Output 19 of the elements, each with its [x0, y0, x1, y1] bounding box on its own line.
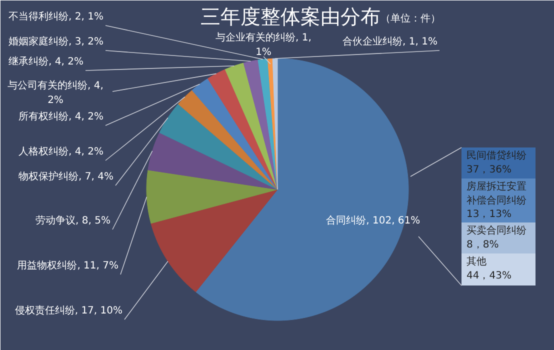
slice-label: 人格权纠纷, 4, 2%: [18, 146, 104, 158]
slice-label: 与企业有关的纠纷, 1, 1%: [216, 32, 312, 58]
chart-subtitle: （单位：件）: [380, 12, 440, 24]
slice-label: 用益物权纠纷, 11, 7%: [17, 260, 119, 272]
slice-label: 劳动争议, 8, 5%: [36, 214, 111, 226]
text: 买卖合同纠纷 8，8%: [466, 224, 526, 250]
text: 房屋拆迁安置补偿合同纠纷 13，13%: [466, 180, 526, 220]
chart-title: 三年度整体案由分布: [200, 4, 380, 28]
slice-label: 物权保护纠纷, 7, 4%: [18, 170, 114, 182]
slice-label: 婚姻家庭纠纷, 3, 2%: [8, 36, 104, 48]
slice-label: 与公司有关的纠纷, 4, 2%: [8, 80, 104, 106]
slice-label: 合同纠纷, 102, 61%: [326, 214, 420, 226]
slice-label: 继承纠纷, 4, 2%: [8, 56, 84, 68]
slice-label: 不当得利纠纷, 2, 1%: [8, 10, 104, 22]
slice-label: 合伙企业纠纷, 1, 1%: [342, 36, 438, 48]
slice-label: 侵权责任纠纷, 17, 10%: [14, 304, 123, 316]
text: 民间借贷纠纷 37，36%: [466, 150, 526, 176]
slice-label: 所有权纠纷, 4, 2%: [18, 110, 104, 122]
text: 其他 44，43%: [466, 256, 512, 282]
